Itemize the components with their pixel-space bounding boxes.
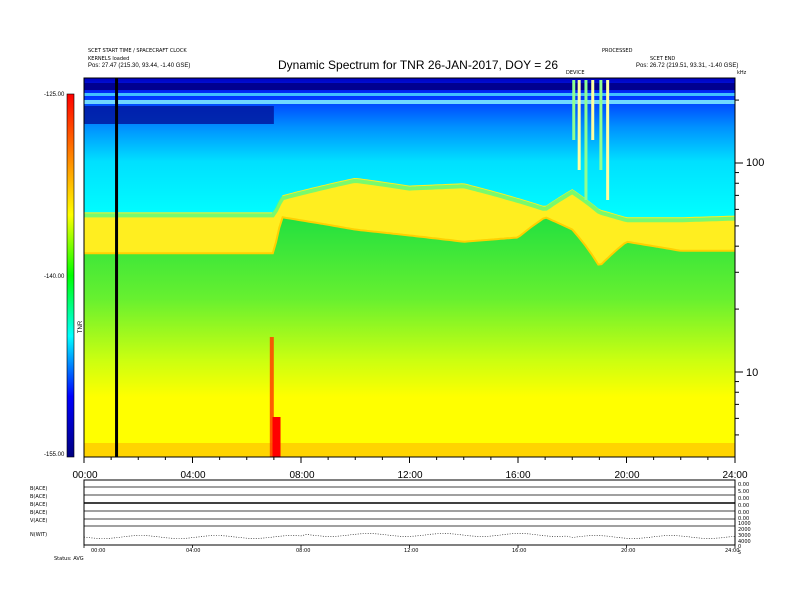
aux-right-label-7: 1000 (738, 521, 751, 527)
impulsive-spike (269, 337, 274, 457)
aux-row-label-5: V(ACE) (30, 518, 48, 524)
early-dark-blue-block (84, 106, 274, 124)
x-tick-label-1: 04:00 (180, 470, 206, 481)
header-right-line1: PROCESSED (602, 48, 633, 54)
colorbar-tick-bottom: -155.00 (44, 452, 65, 458)
x-tick-label-2: 08:00 (289, 470, 315, 481)
chart-title: Dynamic Spectrum for TNR 26-JAN-2017, DO… (278, 58, 558, 72)
top-interference-stripe-2 (84, 93, 735, 96)
green-intensity-region (84, 217, 735, 397)
x-tick-label-0: 00:00 (72, 470, 98, 481)
header-right-pos-label: Pos: (636, 63, 649, 69)
aux-x-tick-0: 00:00 (91, 548, 106, 554)
x-tick-label-5: 20:00 (614, 470, 640, 481)
aux-right-label-10: 4000 (738, 539, 751, 545)
aux-right-label-4: 0.00 (738, 503, 750, 509)
x-tick-label-6: 24:00 (722, 470, 748, 481)
radio-burst-spike (577, 80, 581, 170)
y-tick-label-100: 100 (746, 157, 765, 169)
aux-x-tick-1: 04:00 (186, 548, 201, 554)
header-left-line1: SCET START TIME / SPACECRAFT CLOCK (88, 48, 187, 54)
lower-band-edge-line (84, 216, 735, 266)
aux-x-tick-4: 16:00 (512, 548, 527, 554)
upper-band-edge-line (84, 178, 736, 223)
aux-footer: Status: AVG (54, 556, 84, 562)
radio-burst-spike (584, 80, 588, 200)
aux-right-label-6: 0.00 (738, 516, 750, 522)
aux-right-label-11: 0 (738, 544, 742, 550)
radio-burst-spike (599, 80, 603, 170)
spike-label: DEVICE (566, 70, 585, 76)
low-frequency-orange-band (84, 443, 735, 457)
header-left-line2: KERNELS loaded (88, 56, 130, 62)
aux-row-label-4: B(ACE) (30, 510, 48, 516)
top-interference-stripe-1 (84, 83, 735, 90)
radio-burst-spike (606, 80, 610, 200)
aux-panel-frame (83, 479, 736, 546)
radio-burst-spike (572, 80, 576, 140)
x-tick-label-4: 16:00 (505, 470, 531, 481)
y-tick-label-10: 10 (746, 367, 759, 379)
aux-row-label-6: N(WIT) (30, 532, 48, 538)
header-left-pos-label: Pos: (88, 63, 101, 69)
header-left-position: Pos: 27.47 (215.30, 93.44, -1.40 GSE) (88, 63, 190, 69)
aux-speed-trace (83, 533, 736, 539)
radio-burst-spike (591, 80, 595, 140)
aux-row-label-1: B(ACE) (30, 486, 48, 492)
aux-row-label-3: B(ACE) (30, 502, 48, 508)
aux-x-tick-3: 12:00 (404, 548, 419, 554)
header-left-pos-value: 27.47 (215.30, 93.44, -1.40 GSE) (101, 63, 191, 69)
colorbar (66, 93, 75, 458)
aux-footer-value: AVG (73, 556, 84, 562)
plasma-line-band (84, 178, 735, 265)
aux-right-label-5: 0.00 (738, 510, 750, 516)
header-right-line2: SCET END (650, 56, 676, 62)
aux-x-tick-6: 24:00 (725, 548, 740, 554)
corner-label: kHz (737, 70, 747, 76)
header-right-pos-value: 26.72 (219.51, 93.31, -1.40 GSE) (649, 63, 739, 69)
aux-right-label-9: 3000 (738, 533, 751, 539)
x-tick-label-3: 12:00 (397, 470, 423, 481)
impulsive-spike-core (272, 417, 281, 457)
aux-right-label-8: 2000 (738, 527, 751, 533)
aux-x-tick-5: 20:00 (621, 548, 636, 554)
aux-row-label-2: B(ACE) (30, 494, 48, 500)
top-interference-stripe-3 (84, 100, 735, 104)
aux-right-label-12: 5 (738, 550, 742, 556)
aux-right-label-1: 0.00 (738, 482, 750, 488)
colorbar-tick-top: -125.00 (44, 92, 65, 98)
aux-right-label-3: 0.00 (738, 496, 750, 502)
aux-footer-label: Status: (54, 556, 72, 562)
aux-right-label-2: 5.00 (738, 489, 750, 495)
header-right-position: Pos: 26.72 (219.51, 93.31, -1.40 GSE) (636, 63, 738, 69)
colorbar-tick-mid: -140.00 (44, 274, 65, 280)
aux-x-tick-2: 08:00 (296, 548, 311, 554)
